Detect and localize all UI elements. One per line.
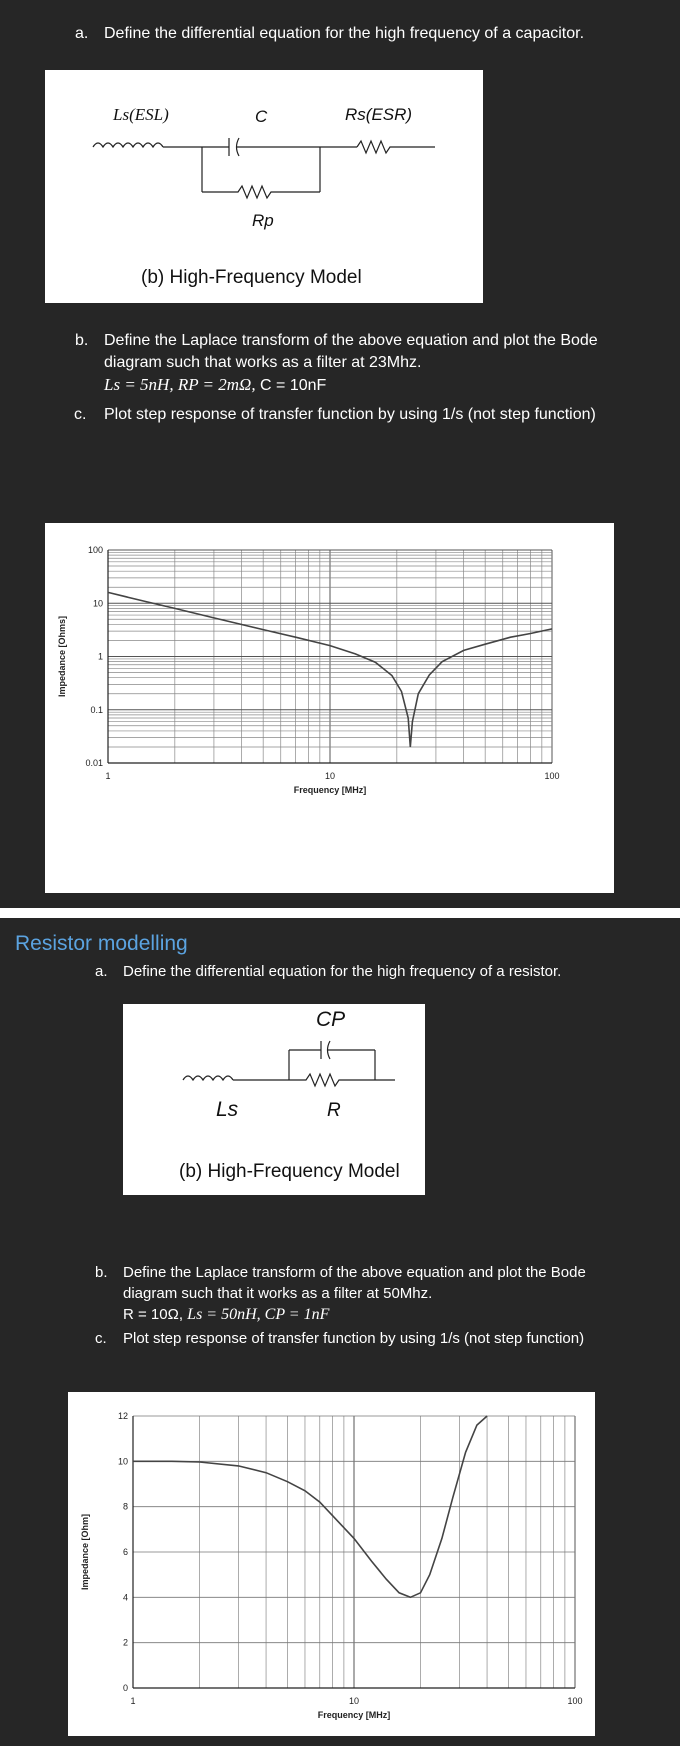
x-tick-label: 10 <box>349 1696 359 1706</box>
capacitor-circuit-caption: (b) High-Frequency Model <box>141 267 362 288</box>
question-b-capacitor: b. Define the Laplace transform of the a… <box>75 330 680 396</box>
question-b-resistor: b. Define the Laplace transform of the a… <box>95 1262 680 1328</box>
y-tick-label: 0.1 <box>90 705 103 715</box>
y-tick-label: 6 <box>123 1547 128 1557</box>
y-axis-label: Impedance [Ohms] <box>57 616 67 697</box>
question-b-params: Ls = 5nH, RP = 2mΩ, C = 10nF <box>104 374 326 396</box>
impedance-curve <box>107 591 553 748</box>
question-b-params: R = 10Ω, Ls = 50nH, CP = 1nF <box>123 1304 329 1325</box>
r-label: R <box>327 1100 341 1121</box>
y-tick-label: 12 <box>118 1411 128 1421</box>
capacitor-impedance-chart: 1 10 100 100 10 1 0.1 0.01 Frequency [MHz] Impeda… <box>45 523 614 893</box>
question-a-capacitor: a. Define the differential equation for … <box>75 23 675 45</box>
question-c-resistor: c. Plot step response of transfer functi… <box>95 1328 680 1350</box>
question-b-text-line2: diagram such that works as a filter at 2… <box>104 354 422 371</box>
cp-label: CP <box>316 1008 345 1031</box>
question-b-params-math: Ls = 50nH, CP = 1nF <box>187 1306 330 1323</box>
question-b-label: b. <box>75 332 89 349</box>
question-b-text-line1: Define the Laplace transform of the abov… <box>123 1264 586 1281</box>
question-c-label: c. <box>74 406 87 423</box>
capacitor-plate-right <box>326 1040 331 1060</box>
ls-esl-label: Ls(ESL) <box>112 105 169 124</box>
question-c-label: c. <box>95 1330 107 1347</box>
x-axis-label: Frequency [MHz] <box>318 1710 391 1720</box>
resistor-rp-symbol <box>202 184 320 200</box>
question-b-text-line1: Define the Laplace transform of the abov… <box>104 332 598 349</box>
resistor-r-symbol <box>289 1072 395 1088</box>
question-b-label: b. <box>95 1264 108 1281</box>
question-b-text-line2: diagram such that it works as a filter a… <box>123 1285 433 1302</box>
question-a-text: Define the differential equation for the… <box>104 25 585 42</box>
y-tick-label: 10 <box>118 1456 128 1466</box>
resistor-circuit-figure: CP Ls R (b) High-Frequency Model <box>123 1004 425 1195</box>
rp-label: Rp <box>252 211 274 230</box>
y-tick-label: 100 <box>88 545 103 555</box>
capacitor-circuit-figure: Ls(ESL) C Rs(ESR) Rp (b) High-Frequency … <box>45 70 483 303</box>
resistor-esr-symbol <box>356 139 435 155</box>
rs-esr-label: Rs(ESR) <box>345 105 412 124</box>
capacitor-impedance-plot: 1 10 100 100 10 1 0.1 0.01 Frequency [MHz] Impeda… <box>57 545 560 795</box>
impedance-curve <box>133 1415 488 1599</box>
inductor-symbol <box>182 1075 234 1082</box>
x-tick-label: 1 <box>105 771 110 781</box>
question-a-resistor: a. Define the differential equation for … <box>95 961 675 983</box>
y-axis-label: Impedance [Ohm] <box>80 1514 90 1590</box>
ls-label: Ls <box>216 1098 239 1121</box>
capacitor-circuit-diagram: Ls(ESL) C Rs(ESR) Rp (b) High-Frequency … <box>92 105 435 288</box>
y-tick-label: 4 <box>123 1592 128 1602</box>
section-separator <box>0 908 680 918</box>
question-c-capacitor: c. Plot step response of transfer functi… <box>74 404 680 426</box>
resistor-circuit-diagram: CP Ls R (b) High-Frequency Model <box>179 1008 400 1182</box>
y-tick-label: 8 <box>123 1502 128 1512</box>
question-b-params-text: R = 10Ω, <box>123 1306 188 1323</box>
y-tick-label: 0 <box>123 1683 128 1693</box>
x-tick-label: 10 <box>325 771 335 781</box>
capacitor-plate-right <box>235 137 240 157</box>
question-b-params-text: C = 10nF <box>255 377 327 394</box>
resistor-impedance-chart: 1 10 100 12 10 8 6 4 2 0 Frequency [MHz] Impedance … <box>68 1392 595 1736</box>
x-tick-label: 1 <box>130 1696 135 1706</box>
question-a-label: a. <box>75 25 89 42</box>
resistor-section-heading: Resistor modelling <box>15 932 188 955</box>
question-a-label: a. <box>95 963 108 980</box>
resistor-circuit-caption: (b) High-Frequency Model <box>179 1161 400 1182</box>
question-c-text: Plot step response of transfer function … <box>104 406 596 423</box>
question-c-text: Plot step response of transfer function … <box>123 1330 585 1347</box>
x-axis-label: Frequency [MHz] <box>294 785 367 795</box>
resistor-impedance-plot: 1 10 100 12 10 8 6 4 2 0 Frequency [MHz] Impedance … <box>80 1411 583 1720</box>
x-tick-label: 100 <box>567 1696 582 1706</box>
y-tick-label: 1 <box>98 652 103 662</box>
y-tick-label: 2 <box>123 1638 128 1648</box>
y-tick-label: 10 <box>93 598 103 608</box>
question-b-params-math: Ls = 5nH, RP = 2mΩ, <box>104 375 256 394</box>
inductor-symbol <box>92 142 164 149</box>
x-tick-label: 100 <box>544 771 559 781</box>
question-a-text: Define the differential equation for the… <box>123 963 562 980</box>
c-label: C <box>255 107 268 126</box>
y-tick-label: 0.01 <box>85 758 103 768</box>
